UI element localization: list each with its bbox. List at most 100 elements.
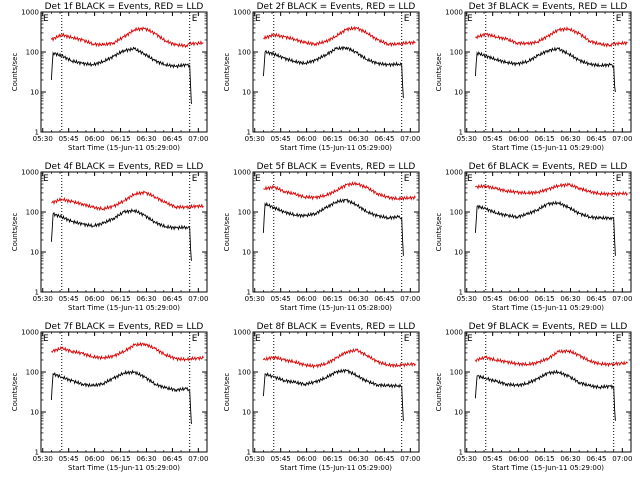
y-axis-label: Counts/sec — [11, 53, 19, 92]
x-tick-label: 06:15 — [110, 295, 130, 303]
x-axis-label: Start Time (15-Jun-11 05:29:00) — [492, 304, 604, 312]
y-tick-label: 1000 — [233, 329, 251, 337]
chart-title: Det 8f BLACK = Events, RED = LLD — [257, 322, 416, 332]
x-tick-label: 06:30 — [136, 455, 156, 463]
x-tick-label: 06:00 — [297, 295, 317, 303]
corner-label-left: E — [467, 334, 473, 344]
lld-series-line — [263, 25, 416, 48]
lld-series-line — [51, 341, 204, 363]
y-axis-label: Counts/sec — [435, 373, 443, 412]
y-tick-label: 100 — [26, 209, 39, 217]
x-tick-label: 06:00 — [297, 455, 317, 463]
x-tick-label: 05:30 — [245, 295, 265, 303]
events-series-line — [50, 208, 192, 261]
y-tick-label: 10 — [454, 249, 463, 257]
y-tick-label: 100 — [238, 49, 251, 57]
y-tick-label: 10 — [30, 409, 39, 417]
x-tick-label: 07:00 — [400, 295, 420, 303]
x-tick-label: 06:45 — [162, 455, 182, 463]
x-tick-label: 06:00 — [85, 295, 105, 303]
chart-title: Det 6f BLACK = Events, RED = LLD — [469, 162, 628, 172]
chart-panel-8: Det 8f BLACK = Events, RED = LLD 1 10 100 10… — [223, 322, 420, 472]
corner-label-left: E — [467, 174, 473, 184]
events-series-line — [50, 369, 192, 425]
x-tick-label: 06:15 — [534, 295, 554, 303]
x-tick-label: 06:45 — [162, 135, 182, 143]
plot-frame — [252, 331, 420, 453]
y-tick-label: 1000 — [445, 169, 463, 177]
corner-label-left: E — [43, 174, 49, 184]
x-tick-label: 05:45 — [483, 295, 503, 303]
plot-frame — [252, 11, 420, 133]
y-tick-label: 10 — [242, 409, 251, 417]
events-series-line — [262, 198, 404, 256]
corner-label-right: E — [616, 334, 622, 344]
y-tick-label: 100 — [450, 369, 463, 377]
plot-frame — [252, 171, 420, 293]
chart-title: Det 4f BLACK = Events, RED = LLD — [45, 162, 204, 172]
y-tick-label: 100 — [238, 369, 251, 377]
lld-series-line — [263, 180, 416, 202]
corner-label-right: E — [404, 334, 410, 344]
x-tick-label: 05:45 — [59, 135, 79, 143]
x-tick-label: 05:30 — [457, 135, 477, 143]
x-tick-label: 05:30 — [245, 135, 265, 143]
y-tick-label: 1 — [459, 289, 463, 297]
lld-series-line — [475, 348, 628, 368]
x-tick-label: 05:30 — [245, 455, 265, 463]
x-tick-label: 06:00 — [509, 295, 529, 303]
x-tick-label: 06:30 — [348, 135, 368, 143]
corner-label-right: E — [192, 334, 198, 344]
plot-frame — [40, 171, 208, 293]
y-tick-label: 1 — [35, 129, 39, 137]
x-tick-label: 06:30 — [348, 295, 368, 303]
corner-label-right: E — [404, 14, 410, 24]
y-tick-label: 100 — [450, 49, 463, 57]
x-tick-label: 05:45 — [59, 455, 79, 463]
chart-panel-4: Det 4f BLACK = Events, RED = LLD 1 10 100 10… — [11, 162, 208, 312]
y-tick-label: 1000 — [445, 9, 463, 17]
x-tick-label: 05:45 — [271, 455, 291, 463]
lld-series-line — [262, 347, 416, 370]
x-tick-label: 05:30 — [457, 295, 477, 303]
x-tick-label: 06:45 — [374, 135, 394, 143]
corner-label-right: E — [404, 174, 410, 184]
x-tick-label: 06:45 — [162, 295, 182, 303]
y-axis-label: Counts/sec — [435, 213, 443, 252]
y-tick-label: 1000 — [445, 329, 463, 337]
x-axis-label: Start Time (15-Jun-11 05:29:00) — [492, 144, 604, 152]
x-tick-label: 05:45 — [483, 135, 503, 143]
x-tick-label: 05:30 — [33, 135, 53, 143]
x-tick-label: 06:45 — [586, 455, 606, 463]
plot-frame — [464, 331, 632, 453]
corner-label-left: E — [43, 14, 49, 24]
y-tick-label: 10 — [30, 249, 39, 257]
x-tick-label: 06:00 — [85, 135, 105, 143]
y-tick-label: 10 — [30, 89, 39, 97]
chart-panel-5: Det 5f BLACK = Events, RED = LLD 1 10 100 10… — [223, 162, 420, 312]
x-tick-label: 06:00 — [509, 135, 529, 143]
x-tick-label: 07:00 — [612, 295, 632, 303]
x-tick-label: 06:15 — [534, 135, 554, 143]
y-tick-label: 1 — [459, 449, 463, 457]
chart-panel-7: Det 7f BLACK = Events, RED = LLD 1 10 100 10… — [11, 322, 208, 472]
x-tick-label: 05:45 — [271, 295, 291, 303]
y-tick-label: 1000 — [21, 9, 39, 17]
chart-panel-2: Det 2f BLACK = Events, RED = LLD 1 10 100 10… — [223, 2, 420, 152]
y-axis-label: Counts/sec — [11, 373, 19, 412]
y-tick-label: 10 — [242, 249, 251, 257]
y-tick-label: 100 — [26, 369, 39, 377]
corner-label-left: E — [255, 174, 261, 184]
lld-series-line — [475, 26, 628, 48]
y-tick-label: 1000 — [233, 9, 251, 17]
x-tick-label: 05:30 — [457, 455, 477, 463]
y-tick-label: 1 — [247, 449, 251, 457]
x-axis-label: Start Time (15-Jun-11 05:29:00) — [280, 464, 392, 472]
chart-title: Det 7f BLACK = Events, RED = LLD — [45, 322, 204, 332]
y-axis-label: Counts/sec — [11, 213, 19, 252]
x-tick-label: 05:45 — [59, 295, 79, 303]
y-axis-label: Counts/sec — [223, 213, 231, 252]
plot-frame — [464, 11, 632, 133]
corner-label-right: E — [192, 174, 198, 184]
y-tick-label: 10 — [454, 409, 463, 417]
